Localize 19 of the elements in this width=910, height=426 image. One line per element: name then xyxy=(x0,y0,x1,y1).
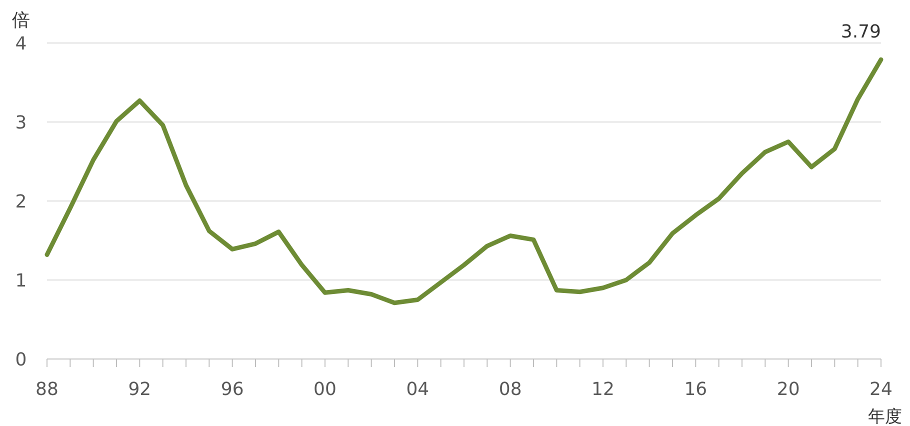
x-tick-label: 04 xyxy=(406,379,430,400)
y-tick-label: 1 xyxy=(15,270,27,292)
annotation: 3.79 xyxy=(840,22,881,43)
x-tick-label: 20 xyxy=(776,379,800,400)
x-tick-label: 24 xyxy=(870,379,892,400)
x-tick-label: 92 xyxy=(128,379,152,400)
y-tick-label: 4 xyxy=(15,33,27,54)
x-tick-label: 08 xyxy=(498,379,522,400)
y-axis-title: 倍 xyxy=(12,10,30,31)
x-tick-label: 16 xyxy=(684,379,708,400)
x-tick-label: 00 xyxy=(314,379,336,400)
y-tick-label: 2 xyxy=(15,191,27,212)
line-series xyxy=(44,57,884,306)
x-tick-label: 88 xyxy=(36,379,58,400)
y-tick-label: 3 xyxy=(15,112,27,134)
y-tick-label: 0 xyxy=(15,349,27,370)
x-tick-label: 96 xyxy=(220,379,244,400)
x-tick-label: 12 xyxy=(592,379,614,400)
x-axis-title: 年度 xyxy=(868,407,902,426)
